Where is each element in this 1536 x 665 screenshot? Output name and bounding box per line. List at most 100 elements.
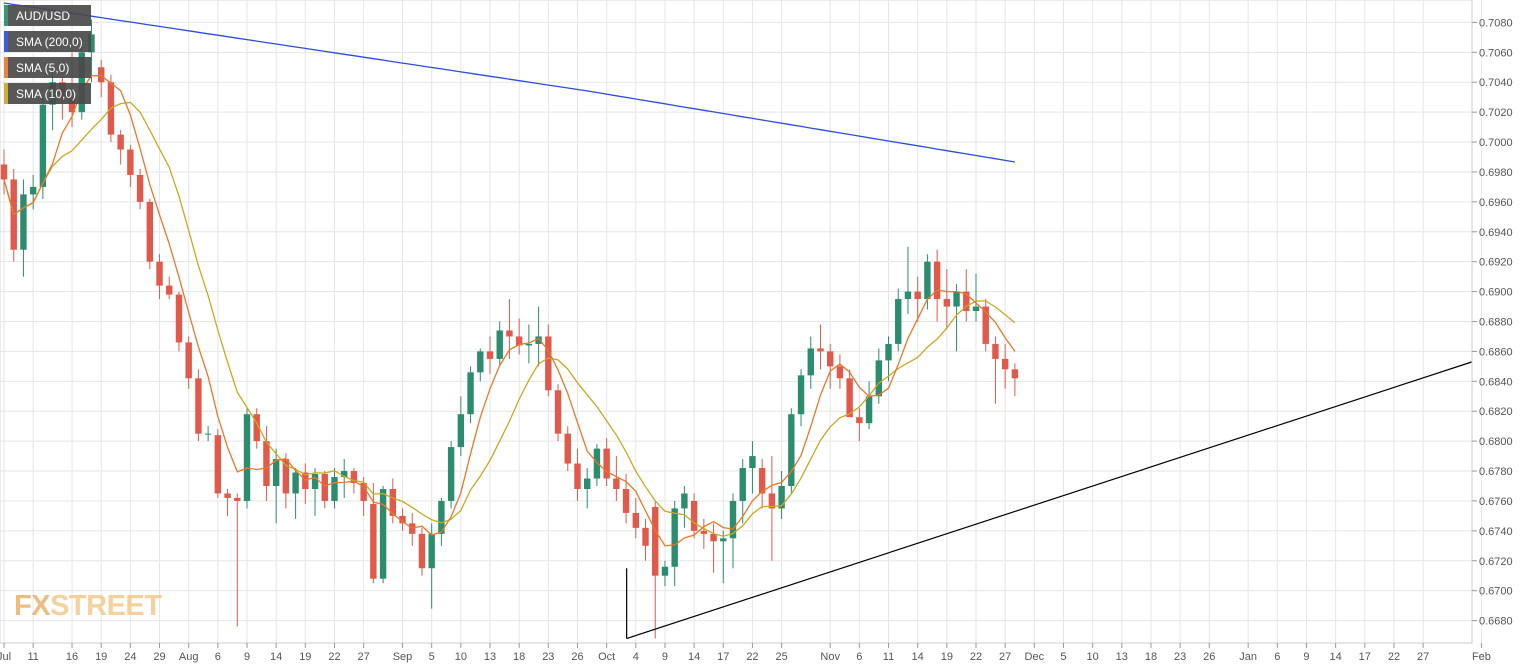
x-tick-label: 23 [1174,651,1186,663]
candle-body [535,336,542,344]
y-tick-label: 0.6880 [1479,317,1513,329]
candle-body [749,456,756,469]
candle-body [166,285,173,295]
legend-label-sma200: SMA (200,0) [16,34,83,49]
candle-body [331,477,338,501]
candle-body [506,330,513,337]
legend-swatch-sma200 [4,31,8,52]
x-tick-label: 26 [1203,651,1215,663]
candle-body [943,299,951,307]
y-tick-label: 0.7020 [1479,107,1513,119]
candle-body [554,390,562,434]
legend-swatch-audusd [4,5,8,26]
candle-body [564,433,571,464]
x-tick-label: 26 [571,651,583,663]
candle-body [282,459,290,494]
candle-body [924,261,931,300]
chart-grid [0,0,1482,644]
x-tick-label: 19 [299,651,311,663]
candle-body [827,351,834,367]
candle-body [982,306,989,344]
x-tick-label: 13 [1116,651,1128,663]
x-tick-label: Feb [1472,651,1491,663]
candle-body [525,343,533,346]
x-tick-label: 18 [1145,651,1157,663]
candle-body [895,299,902,344]
x-tick-label: 9 [244,651,250,663]
x-tick-label: Jan [1239,651,1257,663]
candle-body [185,342,192,379]
x-tick-label: 22 [328,651,340,663]
candle-body [272,459,280,486]
candle-body [632,512,639,528]
candle-body [292,472,299,494]
candle-body [438,500,445,534]
candle-body [379,488,387,579]
y-tick-label: 0.6840 [1479,376,1513,388]
candle-body [515,336,523,346]
candle-body [350,471,358,483]
candle-body [788,414,795,486]
x-tick-label: Dec [1025,651,1045,663]
candle-body [253,414,260,442]
legend-item-sma10[interactable]: SMA (10,0) [4,83,91,104]
y-tick-label: 0.6980 [1479,167,1513,179]
candle-body [156,261,163,286]
sma-200-line-layer [3,2,1016,163]
x-tick-label: 10 [1087,651,1099,663]
trendline-layer [626,361,1473,640]
candle-body [29,186,37,195]
candle-body [817,348,824,352]
y-tick-label: 0.6900 [1479,287,1513,299]
candle-body [972,306,980,312]
candle-body [807,348,814,376]
x-tick-label: Aug [179,651,199,663]
candle-body [302,472,309,489]
candle-body [856,417,863,424]
y-tick-label: 0.7080 [1479,17,1513,29]
x-tick-label: 29 [153,651,165,663]
x-tick-label: 27 [1417,651,1429,663]
legend-item-sma200[interactable]: SMA (200,0) [4,31,91,52]
candle-body [389,488,396,516]
legend-item-sma5[interactable]: SMA (5,0) [4,57,91,78]
candle-body [739,468,746,501]
y-tick-label: 0.6760 [1479,496,1513,508]
candle-body [992,343,999,359]
candle-body [904,291,912,300]
candle-body [447,447,455,501]
candle-body [39,104,47,187]
candle-body [136,174,144,202]
x-tick-label: 10 [455,651,467,663]
x-tick-label: 23 [542,651,554,663]
legend: AUD/USD SMA (200,0) SMA (5,0) SMA (10,0) [4,5,91,104]
x-tick-label: Jul [0,651,11,663]
x-tick-label: 25 [775,651,787,663]
y-tick-label: 0.7000 [1479,137,1513,149]
legend-item-audusd[interactable]: AUD/USD [4,5,91,26]
candle-body [311,474,319,489]
y-tick-label: 0.6820 [1479,406,1513,418]
y-tick-label: 0.6860 [1479,346,1513,358]
candle-body [933,261,941,300]
candle-body [603,448,610,479]
trendline [626,361,1473,640]
sma-5-line [3,75,1016,547]
candle-body [545,336,552,391]
x-tick-label: 6 [1274,651,1280,663]
x-tick-label: 14 [688,651,700,663]
sma-10-line [3,101,1016,537]
candle-body [243,414,251,501]
x-tick-label: Sep [393,651,413,663]
candle-body [486,351,494,359]
y-tick-label: 0.6680 [1479,616,1513,628]
x-tick-label: 16 [66,651,78,663]
x-axis: Jul 11 16 19 24 29 Aug 6 9 14 19 22 27 Sep 5 10 13 18 23 26… [0,642,1491,663]
x-tick-label: 5 [429,651,435,663]
logo-street: STREET [50,590,162,622]
x-tick-label: 14 [912,651,924,663]
candle-body [127,149,134,175]
x-tick-label: Oct [598,651,615,663]
candle-body [778,485,785,509]
x-tick-label: 11 [883,651,894,663]
